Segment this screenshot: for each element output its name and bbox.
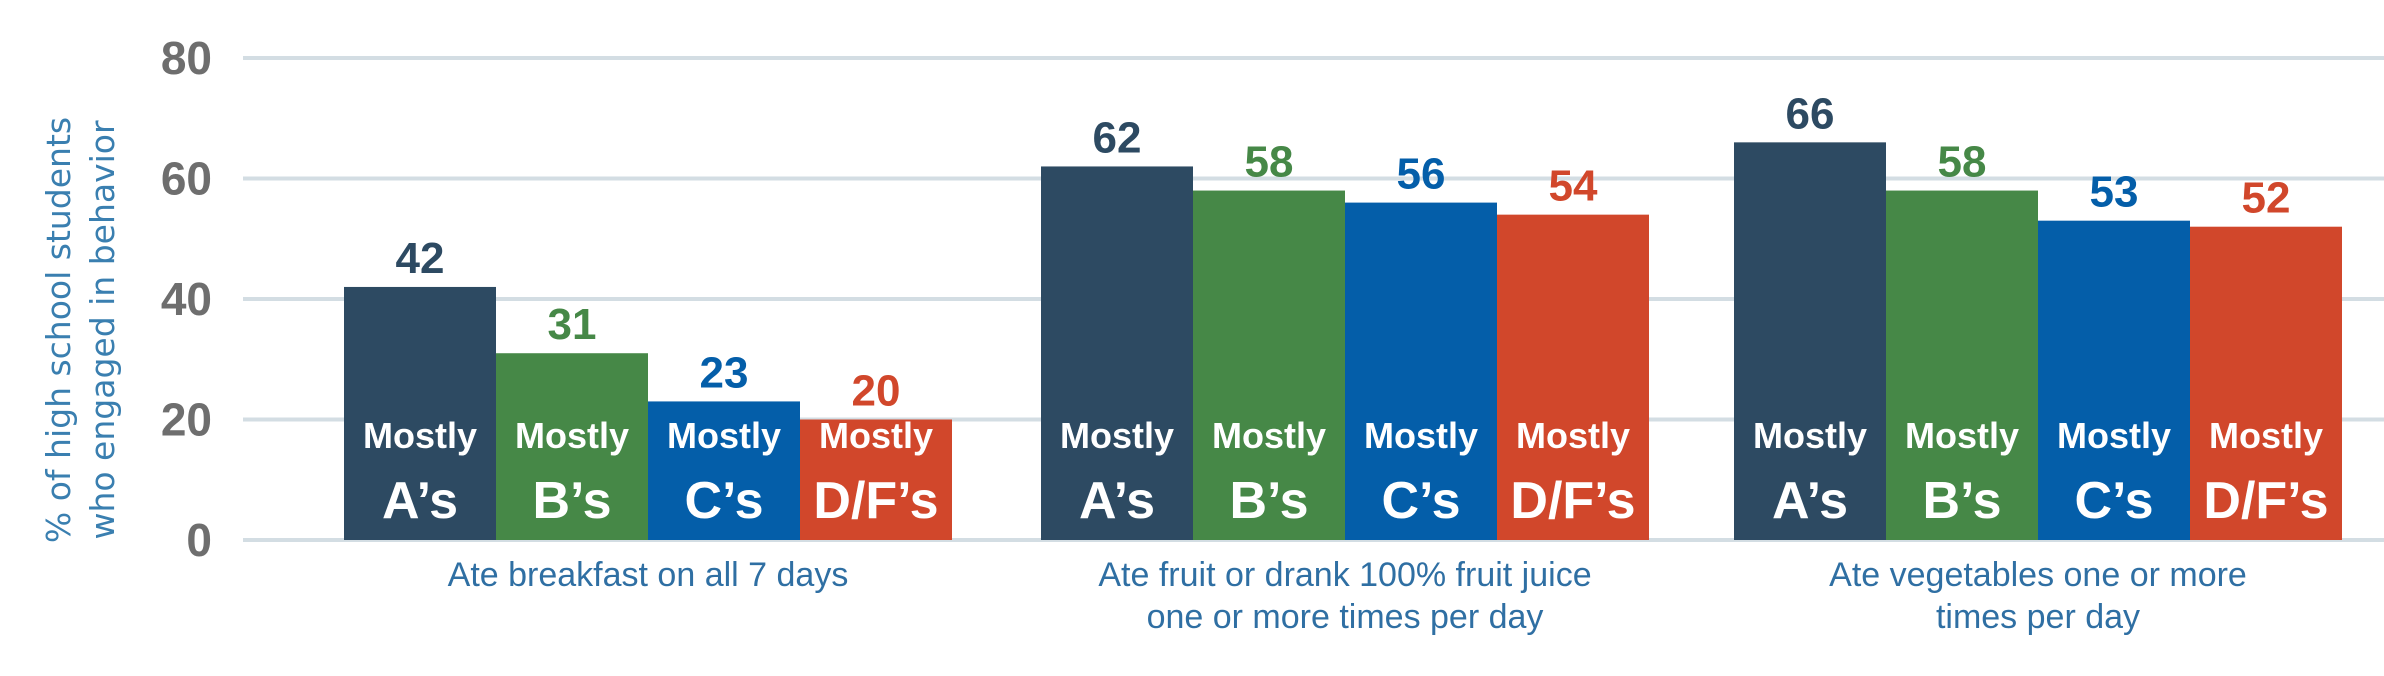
bar-series-label-top: Mostly bbox=[2057, 415, 2171, 456]
bar-series-label-bottom: C’s bbox=[685, 472, 764, 530]
y-tick-label: 40 bbox=[161, 273, 212, 325]
data-label: 56 bbox=[1397, 150, 1446, 199]
bar-series-label-top: Mostly bbox=[1060, 415, 1174, 456]
bar-series-label-bottom: D/F’s bbox=[813, 472, 938, 530]
bar-series-label-top: Mostly bbox=[1212, 415, 1326, 456]
bar-series-label-bottom: C’s bbox=[1382, 472, 1461, 530]
bar-group: 54 Mostly D/F’s bbox=[1497, 162, 1649, 540]
data-label: 52 bbox=[2242, 174, 2291, 223]
data-label: 62 bbox=[1093, 113, 1142, 162]
bar-group: 58 Mostly B’s bbox=[1886, 138, 2038, 541]
bar-group: 66 Mostly A’s bbox=[1734, 89, 1886, 540]
bar bbox=[1497, 214, 1649, 540]
bar-series-label-bottom: B’s bbox=[1230, 472, 1309, 530]
data-label: 20 bbox=[852, 367, 901, 416]
y-axis-label: % of high school students who engaged in… bbox=[39, 117, 122, 543]
category-label: Ate breakfast on all 7 days bbox=[448, 556, 849, 594]
bar bbox=[800, 419, 952, 540]
bar-series-label-bottom: B’s bbox=[1923, 472, 2002, 530]
bar-group: 56 Mostly C’s bbox=[1345, 150, 1497, 540]
bar-group: 31 Mostly B’s bbox=[496, 300, 648, 540]
data-label: 54 bbox=[1549, 162, 1598, 211]
bar-group: 52 Mostly D/F’s bbox=[2190, 174, 2342, 540]
data-label: 23 bbox=[700, 348, 749, 397]
bar bbox=[344, 286, 496, 540]
bar bbox=[1886, 190, 2038, 541]
bar bbox=[2038, 220, 2190, 541]
bar-series-label-bottom: C’s bbox=[2075, 472, 2154, 530]
category-label: Ate vegetables one or more bbox=[1829, 556, 2247, 594]
bar-group: 58 Mostly B’s bbox=[1193, 138, 1345, 541]
bar-series-label-top: Mostly bbox=[1364, 415, 1478, 456]
bar-series-label-bottom: D/F’s bbox=[1510, 472, 1635, 530]
y-tick-label: 20 bbox=[161, 394, 212, 446]
bar bbox=[496, 353, 648, 540]
y-axis-label-line2: who engaged in behavior bbox=[83, 120, 122, 540]
bar-series-label-bottom: B’s bbox=[533, 472, 612, 530]
bar-series-label-top: Mostly bbox=[667, 415, 781, 456]
bar-series-label-bottom: A’s bbox=[1772, 472, 1848, 530]
data-label: 42 bbox=[396, 234, 445, 283]
y-axis-label-line1: % of high school students bbox=[39, 117, 78, 543]
bar-group: 53 Mostly C’s bbox=[2038, 168, 2190, 541]
bar-series-label-top: Mostly bbox=[1516, 415, 1630, 456]
data-label: 58 bbox=[1938, 138, 1987, 187]
y-axis-ticks: 0 20 40 60 80 bbox=[161, 32, 212, 566]
bar bbox=[1734, 142, 1886, 540]
category-label: Ate fruit or drank 100% fruit juice bbox=[1098, 556, 1591, 594]
bar-series-label-bottom: D/F’s bbox=[2203, 472, 2328, 530]
bar-series-label-top: Mostly bbox=[819, 415, 933, 456]
y-tick-label: 60 bbox=[161, 153, 212, 205]
bar-series-label-top: Mostly bbox=[1753, 415, 1867, 456]
category-label: times per day bbox=[1936, 598, 2140, 636]
y-tick-label: 0 bbox=[186, 514, 212, 566]
data-label: 66 bbox=[1786, 89, 1835, 138]
bar-series-label-bottom: A’s bbox=[1079, 472, 1155, 530]
bar-series-label-bottom: A’s bbox=[382, 472, 458, 530]
bar bbox=[2190, 226, 2342, 540]
bar bbox=[1345, 202, 1497, 540]
bar-series-label-top: Mostly bbox=[515, 415, 629, 456]
bar-group: 42 Mostly A’s bbox=[344, 234, 496, 540]
bar-series-label-top: Mostly bbox=[2209, 415, 2323, 456]
bar bbox=[1193, 190, 1345, 541]
bar bbox=[648, 401, 800, 540]
bar-group: 23 Mostly C’s bbox=[648, 348, 800, 540]
category-label: one or more times per day bbox=[1147, 598, 1544, 636]
data-label: 58 bbox=[1245, 138, 1294, 187]
data-label: 53 bbox=[2090, 168, 2139, 217]
y-tick-label: 80 bbox=[161, 32, 212, 84]
category-labels: Ate breakfast on all 7 days Ate fruit or … bbox=[448, 556, 2247, 636]
bar-group: 62 Mostly A’s bbox=[1041, 113, 1193, 540]
bars: 42MostlyA’s31MostlyB’s23MostlyC’s20Mostl… bbox=[344, 89, 2342, 541]
data-label: 31 bbox=[548, 300, 597, 349]
bar-series-label-top: Mostly bbox=[1905, 415, 2019, 456]
bar-series-label-top: Mostly bbox=[363, 415, 477, 456]
bar bbox=[1041, 166, 1193, 540]
